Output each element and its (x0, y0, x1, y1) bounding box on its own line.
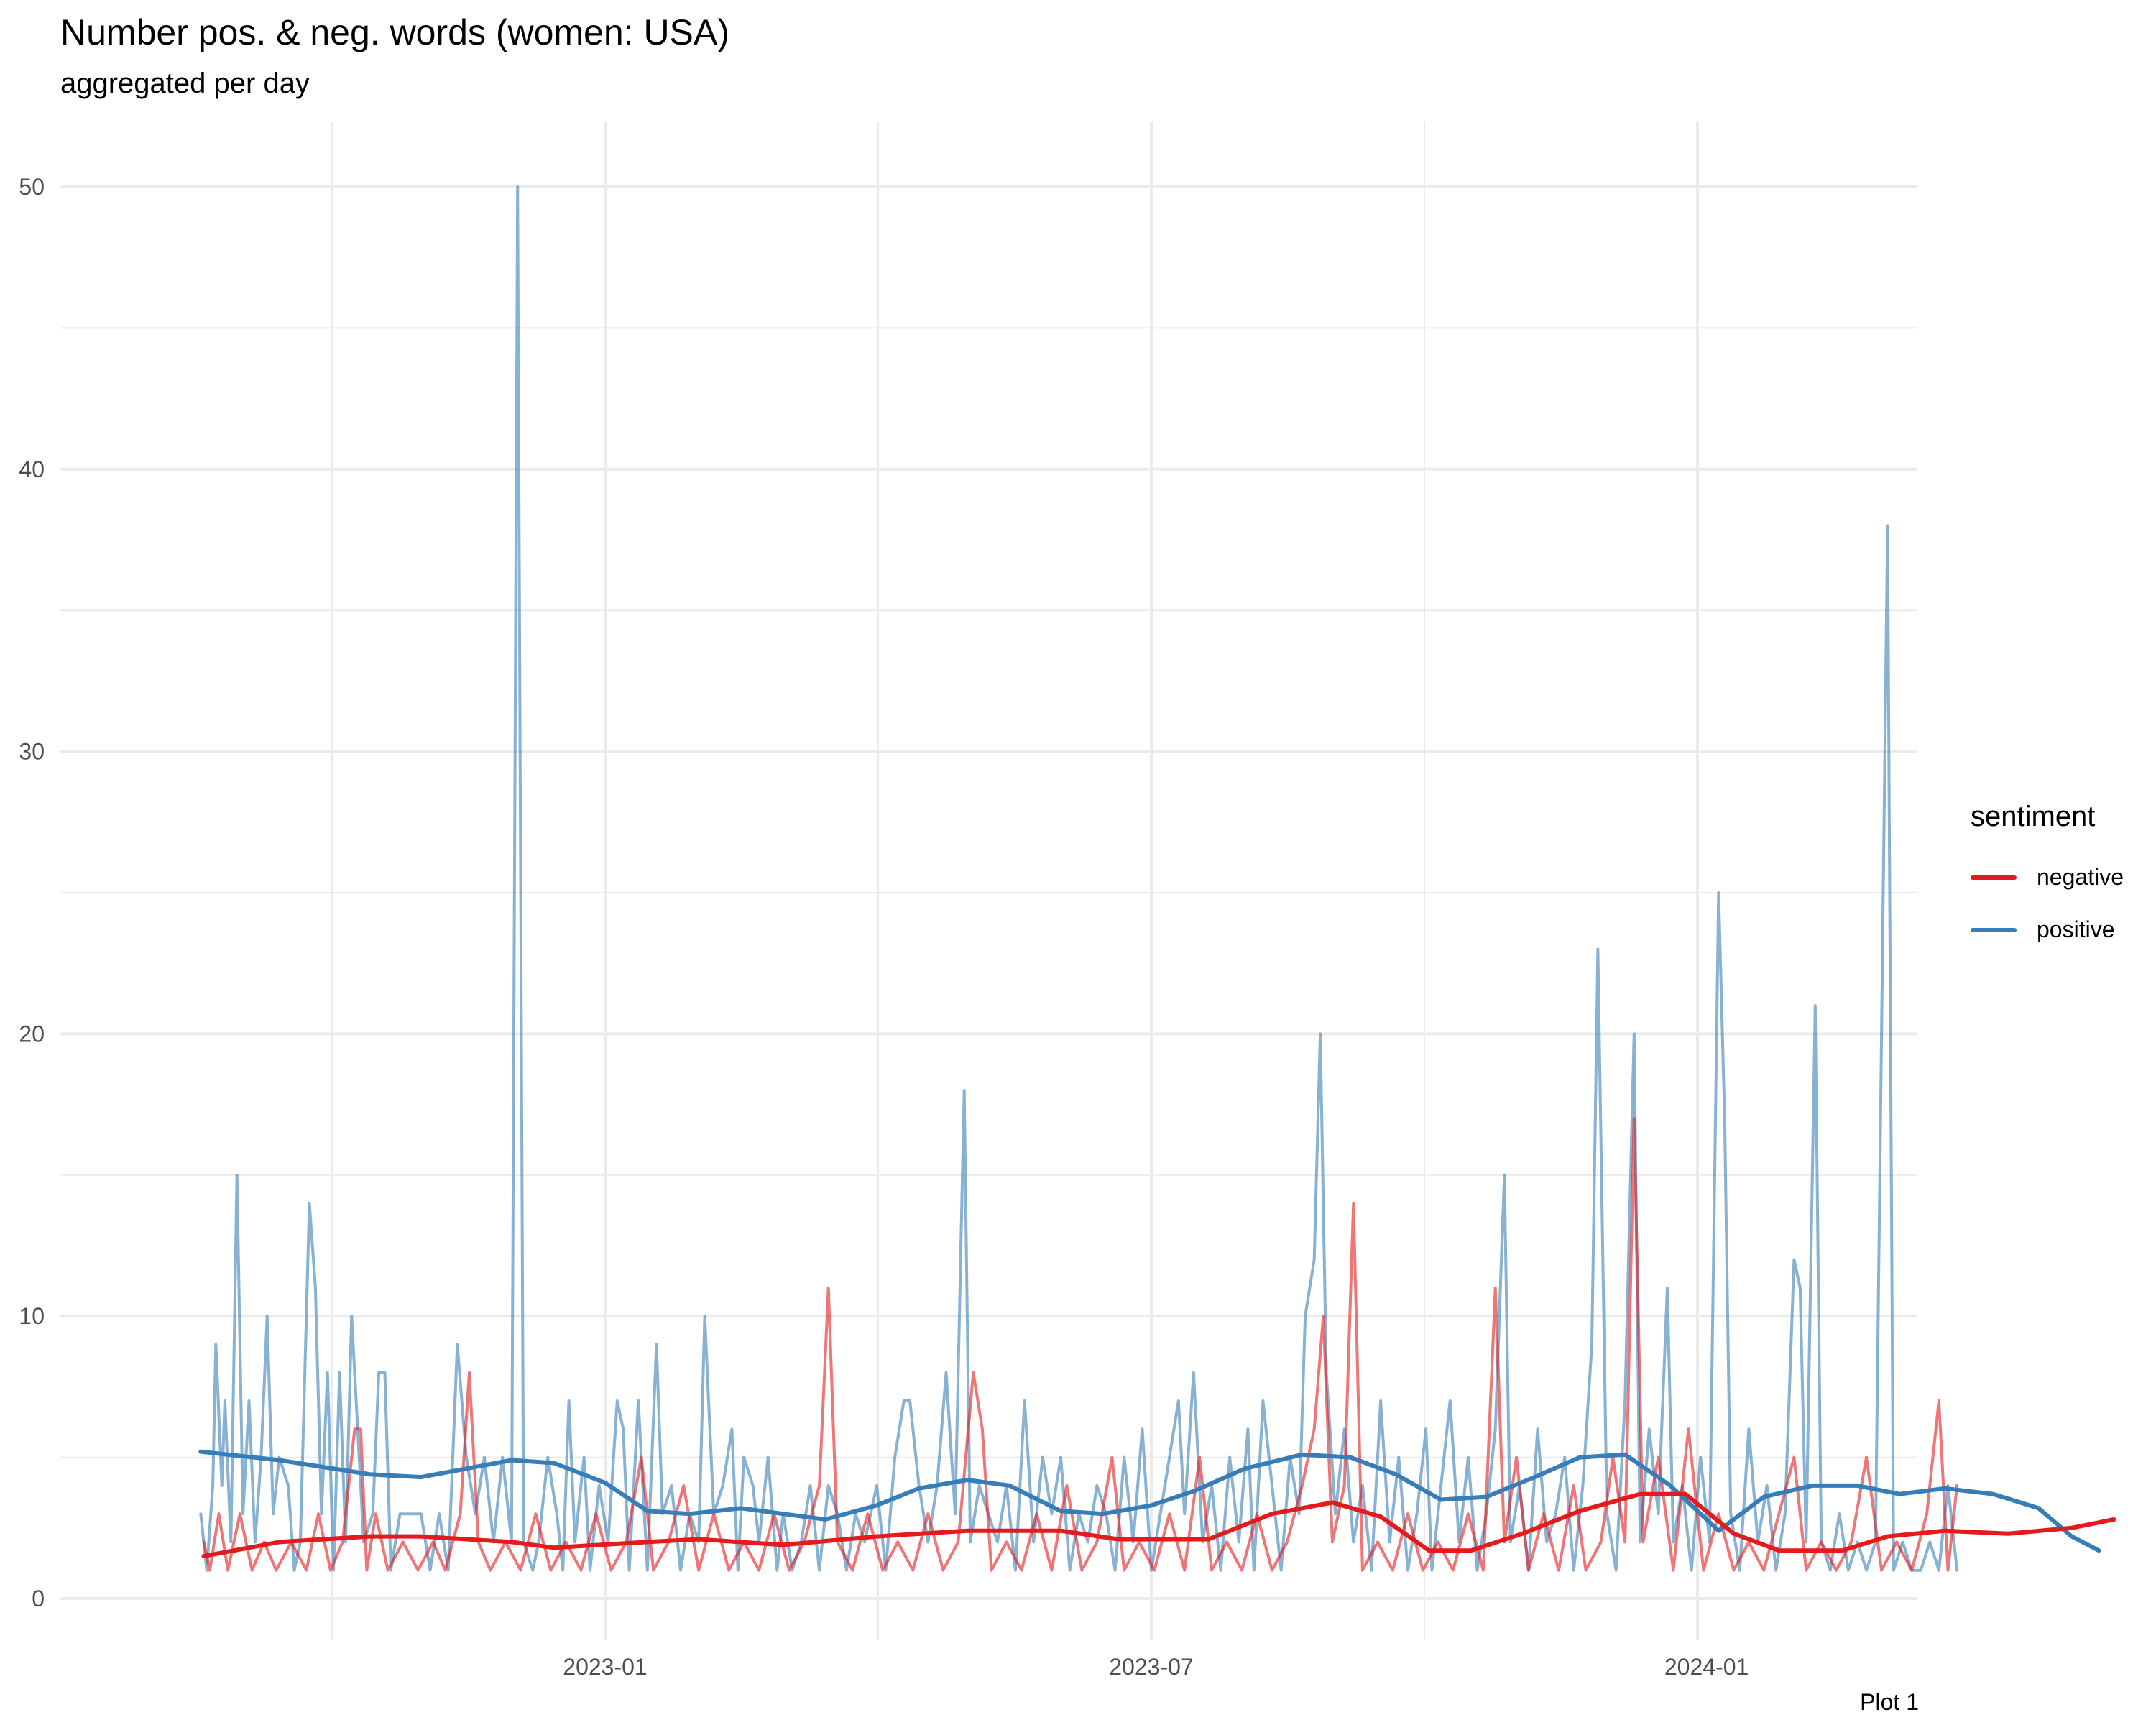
y-tick-label: 50 (19, 174, 45, 200)
y-tick-label: 20 (19, 1021, 45, 1046)
y-tick-label: 10 (19, 1303, 45, 1329)
legend-title: sentiment (1971, 801, 2096, 832)
legend-label-negative: negative (2037, 864, 2124, 890)
y-tick-label: 0 (32, 1586, 45, 1611)
chart-title: Number pos. & neg. words (women: USA) (60, 12, 729, 52)
series-line-positive-daily (199, 185, 1959, 1572)
x-tick-label: 2023-01 (563, 1654, 647, 1680)
series-line-negative-smooth (201, 1491, 2116, 1559)
legend-key-negative (1971, 875, 2017, 880)
series-line-negative-daily (202, 1117, 1959, 1572)
y-tick-label: 30 (19, 739, 45, 765)
y-tick-label: 40 (19, 456, 45, 482)
tick-layer: 0 10 20 30 40 50 2023-01 2023-07 2024-01 (19, 174, 1749, 1680)
x-tick-label: 2024-01 (1664, 1654, 1749, 1680)
series-layer (198, 185, 2116, 1572)
chart-subtitle: aggregated per day (60, 68, 310, 99)
legend-label-positive: positive (2037, 916, 2115, 942)
x-tick-label: 2023-07 (1109, 1654, 1193, 1680)
legend-key-positive (1971, 928, 2017, 932)
chart-caption: Plot 1 (1860, 1689, 1919, 1715)
series-line-positive-smooth (198, 1449, 2101, 1553)
